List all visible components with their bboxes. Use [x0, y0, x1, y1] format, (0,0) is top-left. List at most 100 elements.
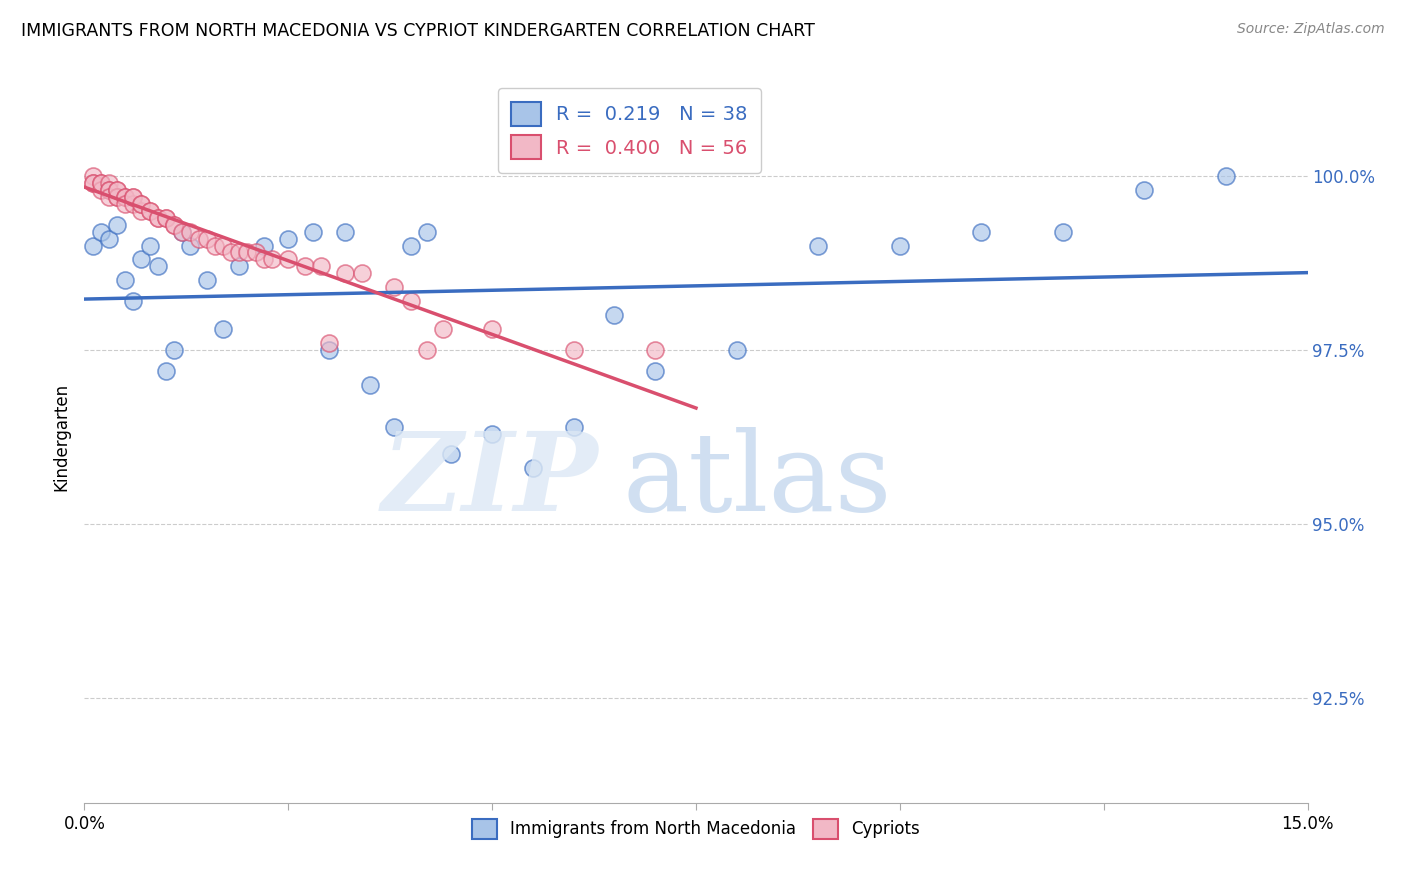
- Point: [644, 364, 666, 378]
- Point: [416, 343, 439, 357]
- Point: [481, 322, 503, 336]
- Point: [114, 190, 136, 204]
- Point: [90, 176, 112, 190]
- Point: [603, 308, 626, 322]
- Point: [725, 343, 748, 357]
- Point: [335, 266, 357, 280]
- Point: [277, 252, 299, 267]
- Point: [236, 245, 259, 260]
- Point: [399, 294, 422, 309]
- Point: [138, 203, 160, 218]
- Point: [163, 218, 186, 232]
- Point: [644, 343, 666, 357]
- Point: [155, 211, 177, 225]
- Point: [335, 225, 357, 239]
- Point: [277, 231, 299, 245]
- Point: [253, 252, 276, 267]
- Point: [195, 273, 218, 287]
- Point: [105, 183, 128, 197]
- Point: [97, 183, 120, 197]
- Point: [416, 225, 439, 239]
- Point: [260, 252, 283, 267]
- Point: [350, 266, 373, 280]
- Point: [131, 203, 153, 218]
- Point: [212, 238, 235, 252]
- Point: [131, 196, 153, 211]
- Point: [155, 211, 177, 225]
- Point: [179, 238, 201, 252]
- Point: [122, 190, 145, 204]
- Point: [122, 190, 145, 204]
- Point: [187, 231, 209, 245]
- Point: [138, 238, 160, 252]
- Point: [172, 225, 194, 239]
- Point: [399, 238, 422, 252]
- Point: [562, 419, 585, 434]
- Point: [90, 183, 112, 197]
- Point: [82, 176, 104, 190]
- Y-axis label: Kindergarten: Kindergarten: [52, 383, 70, 491]
- Point: [114, 190, 136, 204]
- Text: ZIP: ZIP: [381, 427, 598, 534]
- Point: [82, 169, 104, 183]
- Point: [359, 377, 381, 392]
- Point: [155, 364, 177, 378]
- Point: [245, 245, 267, 260]
- Point: [105, 190, 128, 204]
- Point: [105, 183, 128, 197]
- Point: [318, 336, 340, 351]
- Point: [163, 343, 186, 357]
- Point: [131, 196, 153, 211]
- Point: [212, 322, 235, 336]
- Point: [301, 225, 323, 239]
- Point: [432, 322, 454, 336]
- Point: [382, 419, 405, 434]
- Point: [228, 260, 250, 274]
- Point: [481, 426, 503, 441]
- Point: [146, 260, 169, 274]
- Point: [562, 343, 585, 357]
- Point: [1133, 183, 1156, 197]
- Point: [114, 196, 136, 211]
- Point: [219, 245, 242, 260]
- Point: [309, 260, 332, 274]
- Text: IMMIGRANTS FROM NORTH MACEDONIA VS CYPRIOT KINDERGARTEN CORRELATION CHART: IMMIGRANTS FROM NORTH MACEDONIA VS CYPRI…: [21, 22, 815, 40]
- Point: [146, 211, 169, 225]
- Point: [97, 231, 120, 245]
- Point: [807, 238, 830, 252]
- Point: [105, 218, 128, 232]
- Point: [138, 203, 160, 218]
- Point: [970, 225, 993, 239]
- Point: [146, 211, 169, 225]
- Point: [889, 238, 911, 252]
- Point: [172, 225, 194, 239]
- Text: atlas: atlas: [623, 427, 893, 534]
- Point: [195, 231, 218, 245]
- Point: [318, 343, 340, 357]
- Point: [105, 190, 128, 204]
- Point: [253, 238, 276, 252]
- Point: [90, 225, 112, 239]
- Point: [228, 245, 250, 260]
- Point: [97, 176, 120, 190]
- Point: [122, 196, 145, 211]
- Point: [1052, 225, 1074, 239]
- Point: [440, 448, 463, 462]
- Point: [204, 238, 226, 252]
- Point: [522, 461, 544, 475]
- Text: Source: ZipAtlas.com: Source: ZipAtlas.com: [1237, 22, 1385, 37]
- Point: [82, 238, 104, 252]
- Point: [382, 280, 405, 294]
- Point: [97, 183, 120, 197]
- Legend: Immigrants from North Macedonia, Cypriots: Immigrants from North Macedonia, Cypriot…: [465, 812, 927, 846]
- Point: [90, 176, 112, 190]
- Point: [114, 273, 136, 287]
- Point: [163, 218, 186, 232]
- Point: [131, 252, 153, 267]
- Point: [82, 176, 104, 190]
- Point: [1215, 169, 1237, 183]
- Point: [294, 260, 316, 274]
- Point: [179, 225, 201, 239]
- Point: [97, 190, 120, 204]
- Point: [122, 294, 145, 309]
